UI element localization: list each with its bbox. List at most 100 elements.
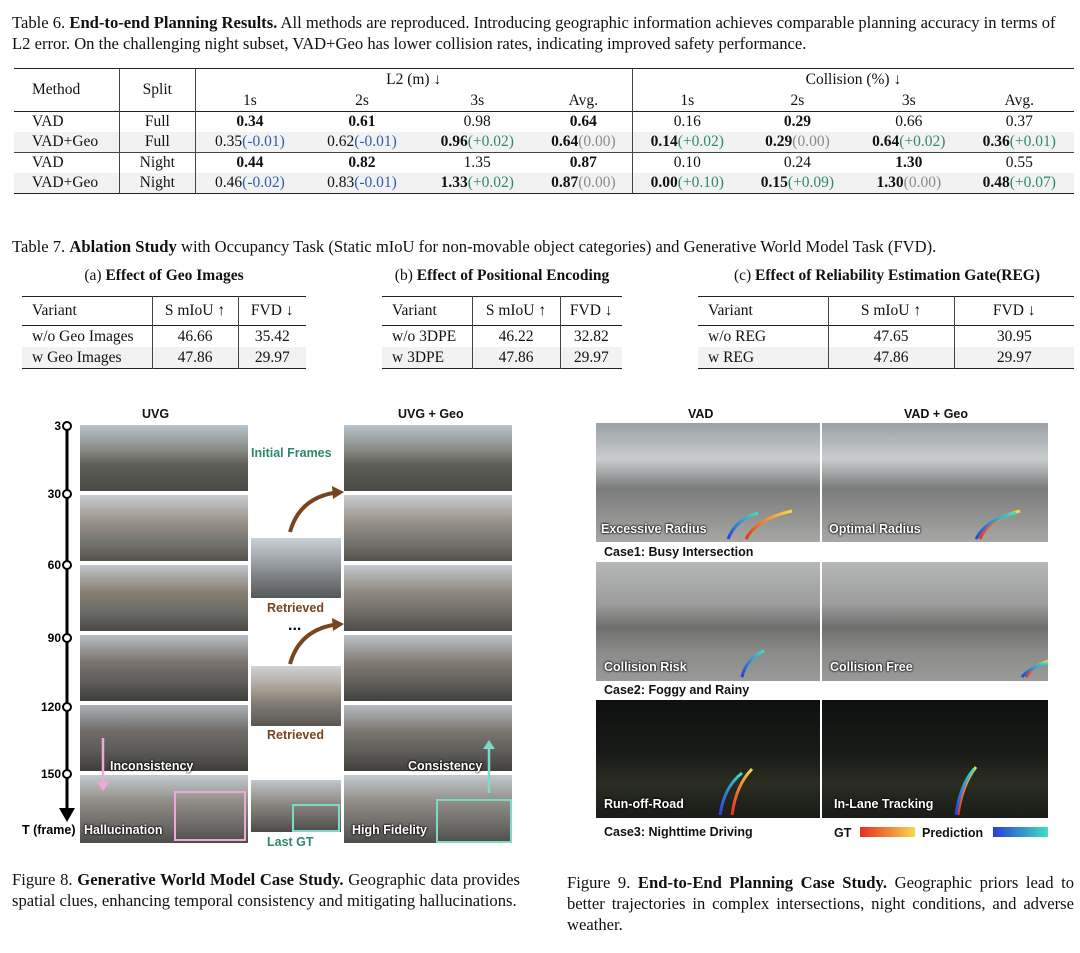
fig8-tick-label: 120 bbox=[41, 700, 61, 714]
fig8-curved-arrow-2 bbox=[288, 618, 344, 665]
table7-cell: 46.22 bbox=[472, 325, 561, 347]
table6-value-cell: 0.37 bbox=[965, 112, 1074, 133]
table7c-caption-prefix: (c) bbox=[733, 267, 756, 284]
table6-value-cell: 0.62(-0.01) bbox=[304, 132, 420, 153]
fig8-high-fidelity-box bbox=[436, 799, 512, 843]
table6-delta: (+0.02) bbox=[467, 133, 514, 150]
table6-delta: (+0.02) bbox=[899, 133, 946, 150]
table7-cell: 35.42 bbox=[254, 327, 290, 345]
fig8-last-gt-label: Last GT bbox=[267, 835, 314, 849]
table6-value-cell: 1.33(+0.02) bbox=[419, 173, 535, 194]
table6-row: VAD+Geo Night 0.46(-0.02) 0.83(-0.01) 1.33(+… bbox=[14, 173, 1074, 194]
table7-header-cell: Variant bbox=[698, 296, 829, 326]
table6-header-row: Method Split L2 (m) ↓ Collision (%) ↓ bbox=[14, 68, 1074, 112]
table7-caption: Table 7. Ablation Study with Occupancy T… bbox=[12, 236, 1080, 257]
table6-value-cell: 0.34 bbox=[195, 112, 304, 133]
table6-delta: (-0.02) bbox=[242, 174, 285, 191]
fig9-col-vad: VAD bbox=[688, 407, 714, 421]
table6-value-cell: 0.16 bbox=[632, 112, 741, 133]
fig8-tick-mark bbox=[62, 769, 72, 779]
table6-value-cell: 1.30(0.00) bbox=[853, 173, 965, 194]
table7-cell: 30.95 bbox=[996, 327, 1032, 345]
table6-delta: (+0.01) bbox=[1009, 133, 1056, 150]
table6-method-cell: VAD+Geo bbox=[14, 173, 121, 194]
table6-delta: (+0.02) bbox=[677, 133, 724, 150]
fig8-tick-label: 60 bbox=[48, 558, 62, 572]
uvg-frame bbox=[80, 565, 248, 631]
fig8-high-fidelity-label: High Fidelity bbox=[352, 823, 427, 837]
table7-row: w/o Geo Images 46.66 35.42 bbox=[22, 325, 306, 347]
fig8-hallucination-box bbox=[174, 791, 246, 841]
fig8-caption-label: Figure 8. bbox=[12, 870, 73, 889]
uvg-frame bbox=[80, 705, 248, 771]
table7-caption-label: Table 7. bbox=[12, 237, 66, 256]
table6-value-cell: 0.29(0.00) bbox=[741, 132, 854, 153]
fig8-tick-label: 30 bbox=[48, 487, 62, 501]
fig8-uvg-geo-frames bbox=[344, 425, 512, 843]
table6-delta: (+0.02) bbox=[467, 174, 514, 191]
table7-row: w 3DPE 47.86 29.97 bbox=[382, 347, 622, 369]
table6-value: 0.64 bbox=[551, 133, 579, 150]
table6-value-cell: 1.30 bbox=[853, 153, 964, 174]
table7-header-row: Variant S mIoU ↑ FVD ↓ bbox=[382, 296, 622, 326]
table7-row: w/o REG 47.65 30.95 bbox=[698, 325, 1074, 347]
table6-delta: (+0.09) bbox=[787, 174, 835, 191]
table6-value: 0.34 bbox=[236, 113, 264, 130]
table6-sub-header: Avg. bbox=[534, 90, 633, 112]
table7-header-cell: FVD ↓ bbox=[569, 302, 613, 319]
table6-value: 0.66 bbox=[895, 113, 923, 130]
table6-value: 0.87 bbox=[551, 174, 579, 191]
table6-method-cell: VAD+Geo bbox=[14, 132, 121, 153]
fig9-col-geo: VAD + Geo bbox=[904, 407, 969, 421]
table6-value-cell: 0.87(0.00) bbox=[534, 173, 633, 194]
table7-cell: w Geo Images bbox=[22, 347, 153, 369]
table7-header-row: Variant S mIoU ↑ FVD ↓ bbox=[22, 296, 306, 326]
table7-cell: w/o 3DPE bbox=[382, 325, 473, 347]
table7b-caption: (b) Effect of Positional Encoding bbox=[380, 267, 624, 285]
fig8-caption: Figure 8. Generative World Model Case St… bbox=[12, 869, 520, 911]
fig8-left-title: UVG bbox=[142, 407, 170, 421]
table7c-caption: (c) Effect of Reliability Estimation Gat… bbox=[698, 267, 1076, 285]
table7-cell: 29.97 bbox=[560, 347, 622, 369]
table6-sub-header: 3s bbox=[901, 91, 916, 109]
table7-header-cell: Variant bbox=[382, 296, 473, 326]
table6-sub-header: 1s bbox=[680, 91, 695, 109]
table6-delta: (-0.01) bbox=[354, 133, 397, 150]
fig9-pred-case2-vad bbox=[740, 649, 765, 678]
table6-value: 0.46 bbox=[215, 174, 243, 191]
table6-value: 0.35 bbox=[215, 133, 243, 150]
table7b-caption-prefix: (b) bbox=[394, 267, 417, 284]
table6-delta: (+0.10) bbox=[677, 174, 724, 191]
table6-value-cell: 0.66 bbox=[853, 112, 964, 133]
table7-cell: 47.86 bbox=[828, 347, 955, 369]
table7-row: w Geo Images 47.86 29.97 bbox=[22, 347, 306, 369]
fig9-label-run-off-road: Run-off-Road bbox=[604, 797, 684, 811]
table6-method-cell: VAD bbox=[14, 152, 121, 173]
uvg-geo-frame bbox=[344, 565, 512, 631]
table6-value-cell: 0.48(+0.07) bbox=[964, 173, 1074, 194]
fig8-caption-title: Generative World Model Case Study. bbox=[77, 870, 344, 889]
fig8-hallucination-label: Hallucination bbox=[84, 823, 163, 837]
fig9-image-vad-case2 bbox=[596, 562, 820, 681]
table6-value-cell: 0.10 bbox=[632, 153, 741, 174]
table6-value-cell: 0.00(+0.10) bbox=[632, 173, 742, 194]
fig9-pred-case1-geo bbox=[974, 511, 1017, 540]
table6-value: 1.30 bbox=[876, 174, 904, 191]
table6-value: 0.14 bbox=[650, 133, 678, 150]
uvg-geo-frame bbox=[344, 705, 512, 771]
fig9-pred-case3-geo bbox=[954, 768, 976, 816]
table6-split-cell: Night bbox=[119, 152, 196, 173]
fig9-caption: Figure 9. End-to-End Planning Case Study… bbox=[567, 872, 1074, 935]
table6-value: 0.10 bbox=[673, 154, 701, 171]
table6-header-l2: L2 (m) ↓ bbox=[195, 68, 633, 90]
table6-value-cell: 0.83(-0.01) bbox=[304, 173, 420, 194]
table7-cell: 29.97 bbox=[238, 347, 306, 369]
fig9-case3-label: Case3: Nighttime Driving bbox=[604, 825, 753, 839]
table6-delta: (-0.01) bbox=[242, 133, 285, 150]
table6-value-cell: 0.61 bbox=[304, 112, 419, 133]
table6-value: 0.61 bbox=[348, 113, 376, 130]
table7-row: w/o 3DPE 46.22 32.82 bbox=[382, 325, 622, 347]
fig8-consistency-arrow bbox=[483, 740, 495, 793]
table6-caption-label: Table 6. bbox=[12, 13, 66, 32]
table6-value: 0.15 bbox=[760, 174, 788, 191]
